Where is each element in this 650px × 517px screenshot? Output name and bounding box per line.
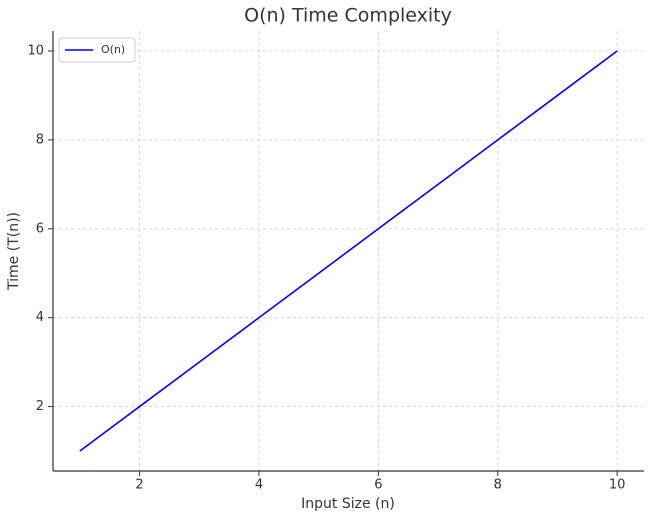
- chart-title: O(n) Time Complexity: [244, 5, 452, 27]
- line-series: [79, 50, 618, 452]
- y-tick-label: 4: [36, 310, 44, 325]
- y-tick-label: 8: [36, 132, 44, 147]
- x-tick-label: 10: [609, 478, 626, 493]
- y-tick-label: 2: [36, 399, 44, 414]
- y-axis-label: Time (T(n)): [6, 212, 22, 291]
- y-tick-label: 6: [36, 221, 44, 236]
- y-tick-label: 10: [27, 44, 44, 59]
- x-tick-label: 2: [135, 478, 143, 493]
- x-tick-label: 4: [255, 478, 263, 493]
- legend-label: O(n): [101, 43, 125, 56]
- legend: O(n): [58, 37, 136, 63]
- x-axis-label: Input Size (n): [301, 496, 395, 512]
- x-tick-label: 6: [374, 478, 382, 493]
- legend-frame: [58, 37, 136, 63]
- x-tick-label: 8: [494, 478, 502, 493]
